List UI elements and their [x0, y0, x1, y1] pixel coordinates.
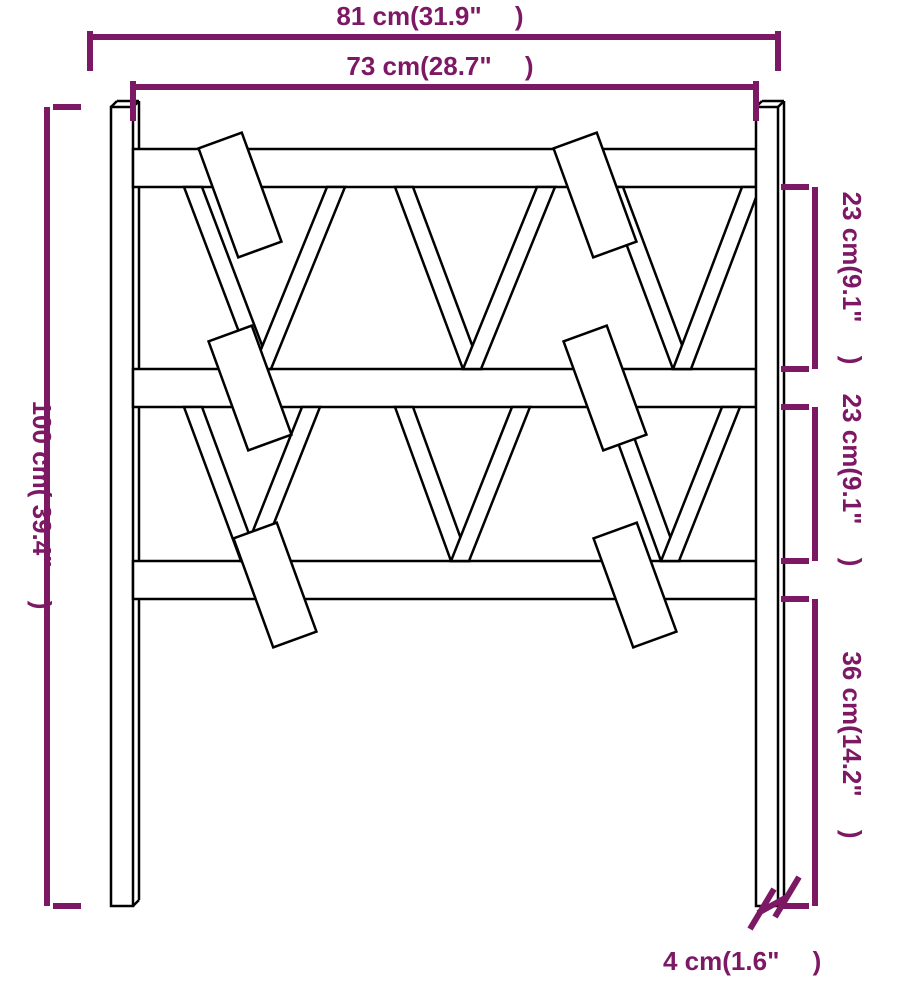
- dim-height-gap1: 23 cm(9.1" ): [781, 187, 867, 369]
- dim-width-inner-label: 73 cm(28.7" ): [346, 51, 533, 81]
- dim-height-legs-label: 36 cm(14.2" ): [837, 651, 867, 838]
- headboard-drawing: [111, 101, 784, 906]
- dim-height-gap1-label: 23 cm(9.1" ): [837, 192, 867, 365]
- dim-depth-label: 4 cm(1.6" ): [663, 946, 821, 976]
- dim-height-legs: 36 cm(14.2" ): [781, 599, 867, 906]
- dim-height-gap2: 23 cm(9.1" ): [781, 394, 867, 567]
- dim-depth: 4 cm(1.6" ): [663, 877, 821, 976]
- dim-width-outer-label: 81 cm(31.9" ): [336, 1, 523, 31]
- dim-height-gap2-label: 23 cm(9.1" ): [837, 394, 867, 567]
- dimension-diagram: 81 cm(31.9" ) 73 cm(28.7" ) 100 cm( 39.4" …: [0, 0, 901, 993]
- dim-width-inner: 73 cm(28.7" ): [133, 51, 756, 121]
- dim-height-total: 100 cm( 39.4" ): [27, 107, 81, 906]
- dim-height-total-label: 100 cm( 39.4" ): [27, 401, 57, 610]
